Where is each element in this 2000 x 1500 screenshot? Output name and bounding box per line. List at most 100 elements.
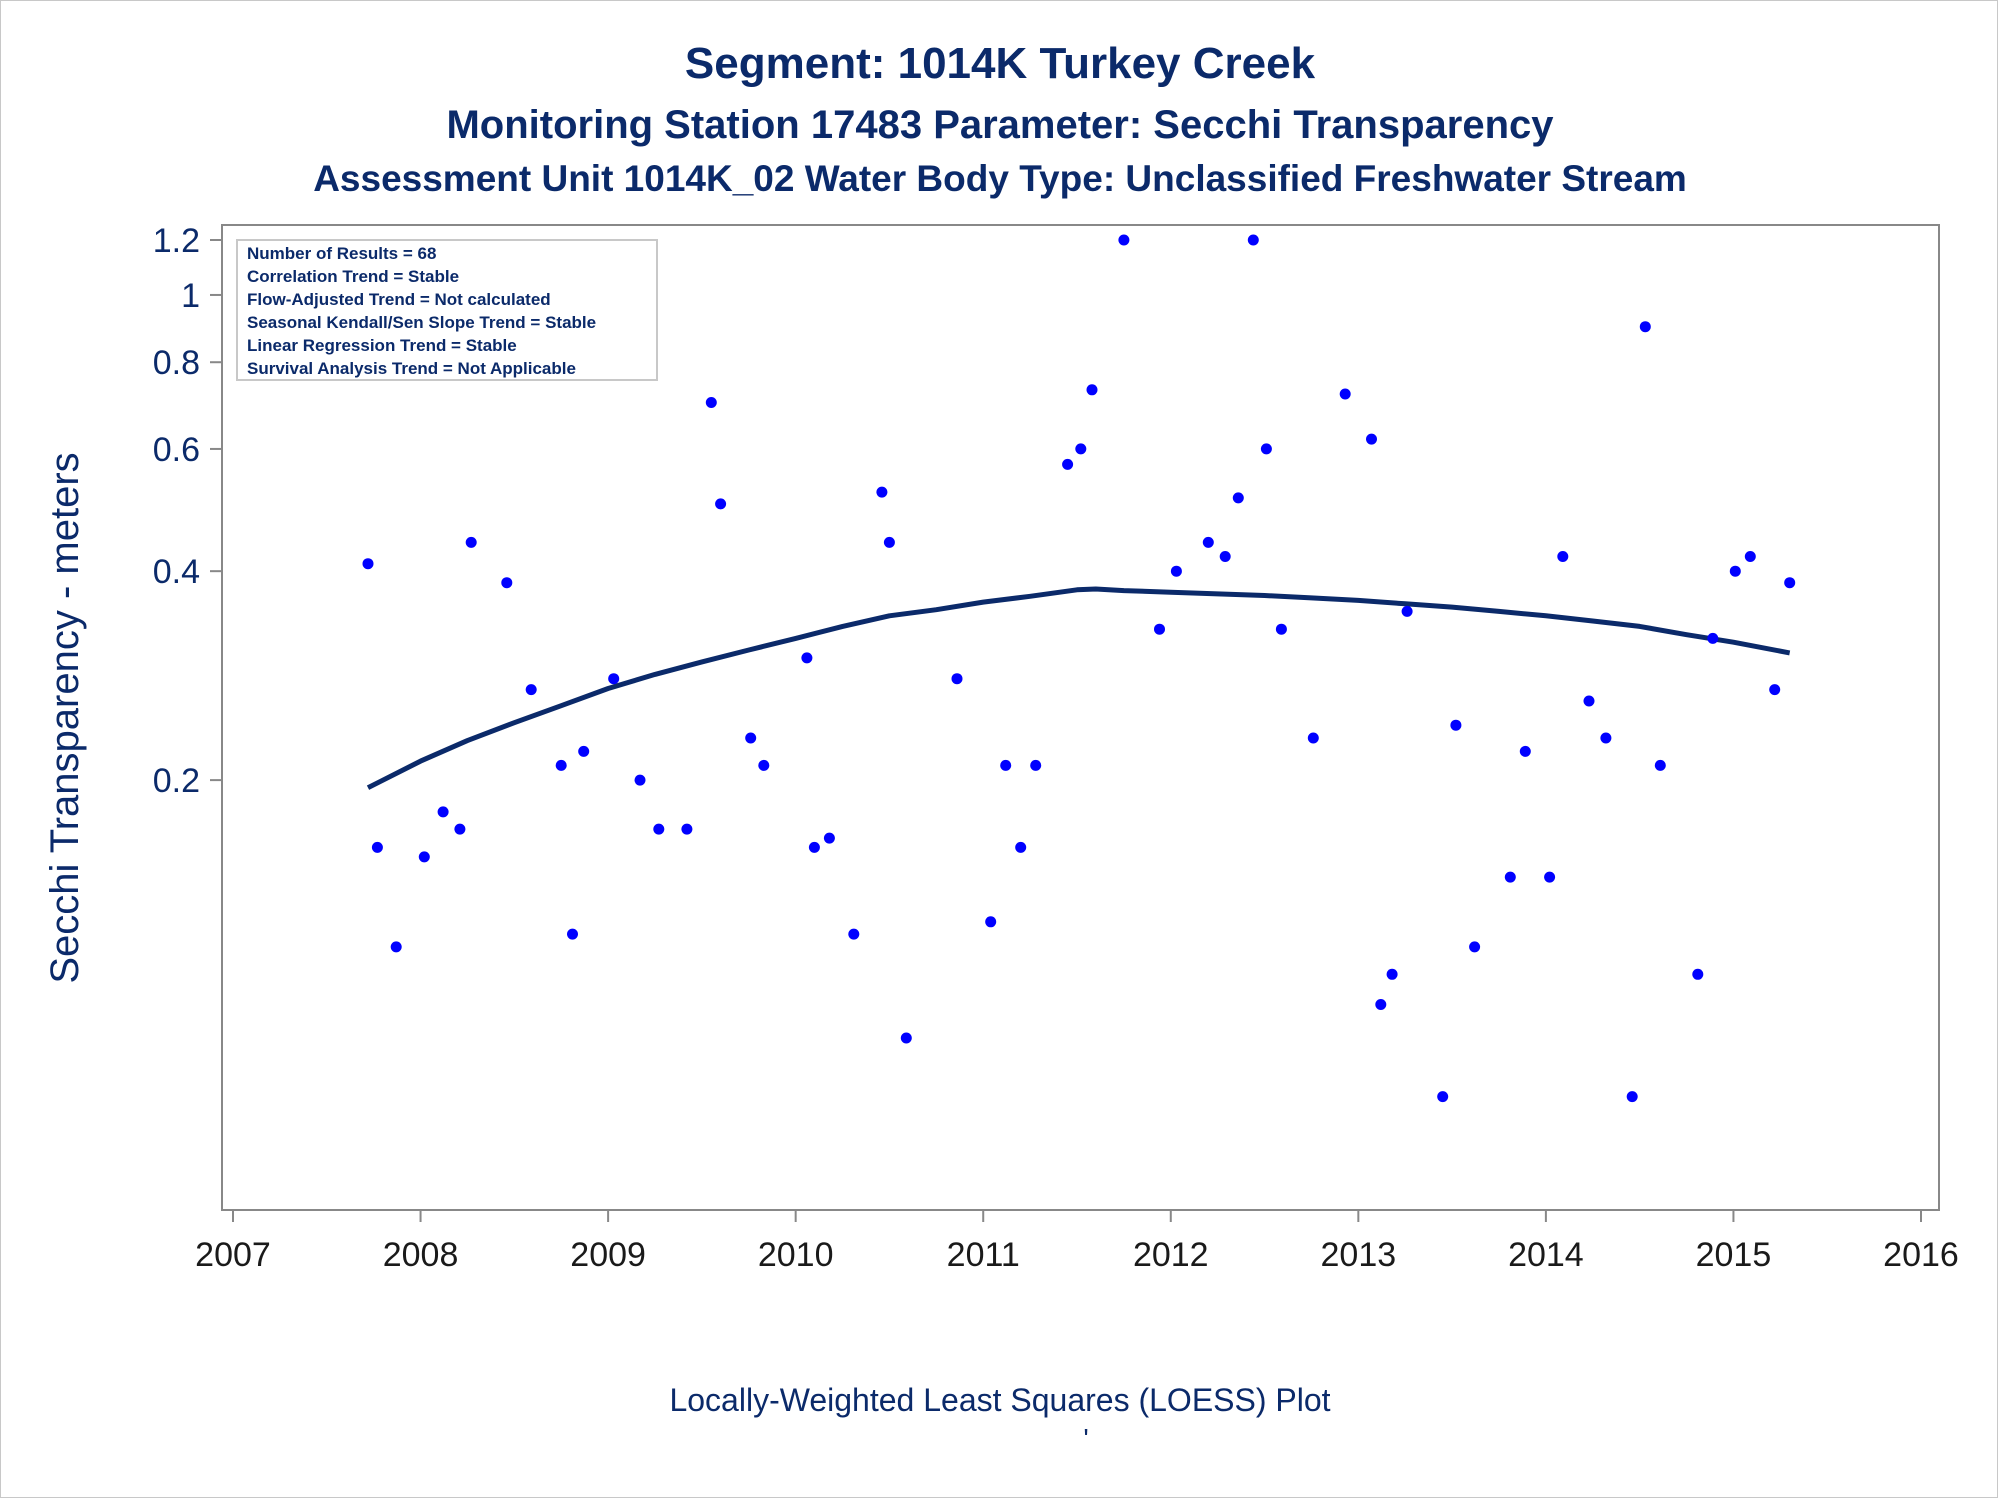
data-point <box>1450 719 1462 731</box>
data-point <box>1469 941 1481 953</box>
data-point <box>653 823 665 835</box>
data-point <box>1075 443 1087 455</box>
x-tick-label: 2007 <box>195 1236 271 1274</box>
loess-line <box>366 586 1791 790</box>
data-point <box>1232 492 1244 504</box>
data-point <box>1583 695 1595 707</box>
data-point <box>454 823 466 835</box>
plot-area <box>221 224 1940 1211</box>
data-point <box>567 928 578 940</box>
data-point <box>883 536 895 548</box>
data-point <box>758 759 770 771</box>
data-point <box>1386 968 1398 980</box>
data-point <box>1015 841 1027 853</box>
data-point <box>823 832 835 844</box>
data-points-group <box>362 234 1796 1103</box>
x-tick-label: 2012 <box>1133 1236 1209 1274</box>
stats-line-2: Correlation Trend = Stable <box>247 267 459 286</box>
data-point <box>705 397 717 408</box>
stats-line-3: Flow-Adjusted Trend = Not calculated <box>247 290 551 309</box>
data-point <box>1654 759 1666 771</box>
data-point <box>1275 623 1287 635</box>
data-point <box>1504 871 1516 883</box>
y-axis-label: Secchi Transparency - meters <box>43 452 87 983</box>
stats-line-4: Seasonal Kendall/Sen Slope Trend = Stabl… <box>247 313 596 332</box>
data-point <box>1219 551 1231 562</box>
stats-line-6: Survival Analysis Trend = Not Applicable <box>247 359 576 378</box>
y-tick-label: 0.4 <box>153 553 200 591</box>
data-point <box>808 841 820 853</box>
data-point <box>1544 871 1556 883</box>
stats-box: Number of Results = 68 Correlation Trend… <box>236 239 658 381</box>
data-point <box>555 759 567 771</box>
data-point <box>1519 745 1531 757</box>
x-tick-label: 2016 <box>1883 1236 1959 1274</box>
data-point <box>362 558 374 570</box>
footnote: Locally-Weighted Least Squares (LOESS) P… <box>669 1382 1330 1418</box>
loess-line-group <box>366 586 1791 790</box>
data-point <box>876 486 888 498</box>
data-point <box>1366 433 1377 445</box>
data-point <box>1744 551 1756 562</box>
data-point <box>1401 605 1413 617</box>
data-point <box>1062 458 1074 470</box>
data-point <box>1437 1091 1449 1103</box>
x-tick-label: 2009 <box>570 1236 646 1274</box>
data-point <box>1769 684 1781 696</box>
data-point <box>1692 968 1704 980</box>
data-point <box>745 732 757 744</box>
data-point <box>1639 321 1651 333</box>
y-tick-label: 1 <box>181 277 200 315</box>
x-tick-label: 2011 <box>947 1236 1020 1274</box>
data-point <box>371 841 383 853</box>
stats-line-1: Number of Results = 68 <box>247 244 436 263</box>
data-point <box>465 536 477 548</box>
data-point <box>1260 443 1272 455</box>
data-point <box>1154 623 1165 635</box>
data-point <box>1557 551 1569 562</box>
data-point <box>1600 732 1612 744</box>
x-tick-label: 2013 <box>1321 1236 1397 1274</box>
data-point <box>1784 577 1796 589</box>
data-point <box>1247 234 1259 246</box>
chart-subtitle-1: Monitoring Station 17483 Parameter: Secc… <box>446 103 1554 147</box>
data-point <box>1339 388 1351 400</box>
data-point <box>390 941 402 953</box>
data-point <box>848 928 860 940</box>
data-point <box>501 577 513 589</box>
data-point <box>681 823 693 835</box>
stats-line-5: Linear Regression Trend = Stable <box>247 336 517 355</box>
y-tick-label: 0.6 <box>153 431 200 469</box>
data-point <box>1000 759 1012 771</box>
data-point <box>634 774 646 786</box>
data-point <box>1170 565 1182 577</box>
chart-title: Segment: 1014K Turkey Creek <box>685 39 1316 88</box>
data-point <box>801 652 813 664</box>
data-point <box>578 745 590 757</box>
data-point <box>1118 234 1130 246</box>
data-point <box>1030 759 1042 771</box>
y-tick-label: 0.8 <box>153 344 200 382</box>
x-tick-label: 2008 <box>383 1236 459 1274</box>
x-tick-label: 2010 <box>758 1236 834 1274</box>
footnote-mark: ' <box>1083 1423 1088 1454</box>
data-point <box>525 684 537 696</box>
y-tick-label: 0.2 <box>153 762 200 800</box>
data-point <box>951 673 963 685</box>
y-axis: 0.2 0.4 0.6 0.8 1 1.2 <box>153 222 222 800</box>
data-point <box>418 851 430 863</box>
data-point <box>1729 565 1741 577</box>
data-point <box>715 498 727 510</box>
data-point <box>437 806 449 818</box>
data-point <box>1375 999 1387 1010</box>
data-point <box>1707 632 1719 644</box>
chart-subtitle-2: Assessment Unit 1014K_02 Water Body Type… <box>313 158 1687 199</box>
data-point <box>608 673 620 685</box>
x-tick-label: 2014 <box>1508 1236 1584 1274</box>
stats-box-border <box>236 239 658 381</box>
data-point <box>1626 1091 1638 1103</box>
data-point <box>1086 384 1098 396</box>
y-tick-label: 1.2 <box>153 222 200 260</box>
